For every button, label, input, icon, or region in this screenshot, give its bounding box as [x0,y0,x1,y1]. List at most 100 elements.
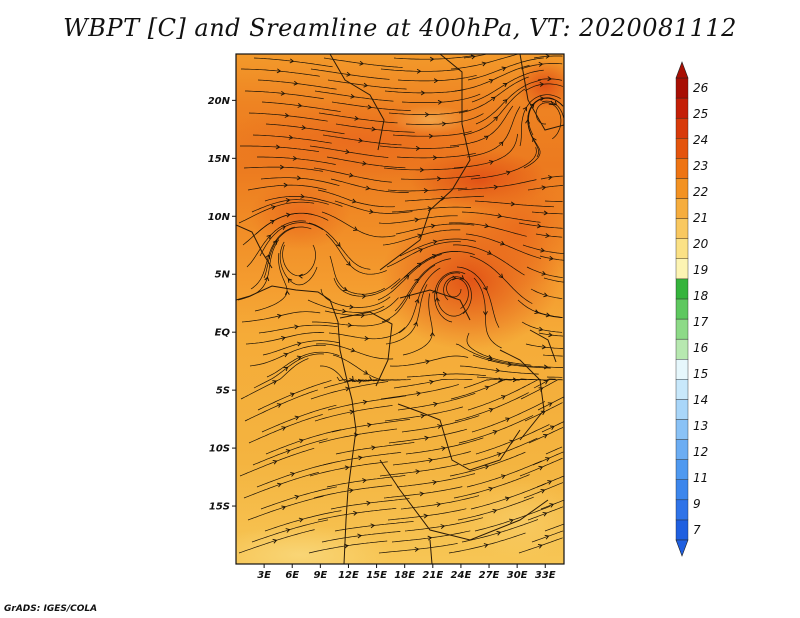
streamline-arrow [281,335,286,341]
colorbar-swatch [675,338,689,360]
streamline-arrow [505,417,510,422]
streamline-arrow [285,197,291,203]
streamline-arrow [536,223,542,229]
streamline-arrow [548,175,553,180]
streamline-arrow [369,209,374,215]
streamline-arrow [487,250,492,255]
colorbar-label: 16 [693,341,709,355]
streamline-arrow [354,115,360,121]
streamline-arrow [342,286,348,292]
colorbar-label: 26 [693,81,709,95]
streamline-arrow [301,125,307,131]
streamline-arrow [357,533,362,539]
streamline [534,310,563,318]
streamline-arrow [272,459,278,465]
streamline-arrow [507,361,513,367]
streamline-arrow [529,103,535,109]
colorbar-swatch [675,479,689,501]
streamline-arrow [490,96,496,102]
streamline-arrow [350,93,356,99]
streamline-arrow [432,479,438,485]
streamline-arrow [543,292,549,298]
streamline-arrow [416,68,422,74]
streamline-arrow [459,275,465,280]
colorbar-label: 24 [693,133,708,147]
streamline-arrow [543,210,549,216]
streamline-arrow [415,469,421,475]
streamline-arrow [364,336,370,341]
streamline [529,365,563,368]
y-tick-label: 10S [209,444,230,455]
streamline-arrow [292,155,298,161]
streamline [522,244,564,255]
streamline-arrow [488,78,494,84]
colorbar-label: 19 [693,263,708,277]
streamline-arrow [277,482,282,488]
streamline-arrow [419,491,425,497]
streamline-arrow [541,270,547,276]
streamline [538,332,564,337]
streamline-arrow [488,486,494,492]
streamline [520,63,563,70]
streamline-arrow [297,103,303,108]
streamline-arrow [345,149,350,155]
streamline-arrow [432,289,437,295]
streamline-arrow [371,445,376,451]
map-title: WBPT [C] and Sreamline at 400hPa, VT: 20… [63,14,737,42]
streamline-arrow [427,535,433,541]
colorbar-swatch [675,359,689,380]
y-tick-label: 15S [209,502,230,513]
colorbar-swatch [675,158,689,179]
streamline-arrow [484,464,490,470]
streamline-arrow [283,182,289,188]
colorbar-swatch [675,198,689,219]
streamline-arrow [440,524,446,529]
colorbar-label: 23 [693,159,708,173]
streamline-arrow [367,422,372,428]
x-tick-label: 6E [285,570,299,581]
streamline-arrow [284,290,290,296]
streamline-arrow [300,193,305,199]
streamline-arrow [344,465,350,471]
x-tick-label: 18E [394,570,415,581]
streamline-arrow [538,465,544,471]
x-tick-label: 33E [535,570,556,581]
streamline-arrow [502,99,508,104]
streamline [450,54,518,70]
streamline-arrow [276,403,282,408]
streamline-arrow [351,198,357,204]
streamline-arrow [547,76,552,82]
colorbar-label: 11 [693,471,708,485]
streamline [533,55,563,59]
streamline [539,255,564,261]
streamline-arrow [483,135,489,140]
streamline-arrow [285,528,291,533]
streamline-arrow [269,219,275,225]
streamline-arrow [284,113,290,118]
streamline-arrow [545,233,550,239]
colorbar-swatch [675,278,689,300]
streamline-arrow [437,99,443,105]
streamline [544,200,563,202]
y-tick-label: 5S [216,386,230,397]
streamline-arrow [425,359,431,365]
streamline [537,396,564,411]
streamline-arrow [294,415,300,421]
streamline-arrow [496,452,502,457]
streamline-arrow [346,71,352,77]
streamline-arrow [509,518,514,524]
streamline-arrow [538,326,544,332]
streamline-arrow [433,401,438,407]
streamline-arrow [365,185,371,191]
streamline-arrow [294,494,300,500]
streamline [518,537,563,554]
streamline-arrow [348,488,354,494]
streamline-arrow [543,364,549,370]
colorbar-swatch [675,318,689,340]
streamline-arrow [542,511,548,517]
streamline-arrow [429,331,435,337]
streamline-arrow [441,446,446,451]
streamline-arrow [363,370,369,375]
colorbar-swatch [675,439,689,460]
